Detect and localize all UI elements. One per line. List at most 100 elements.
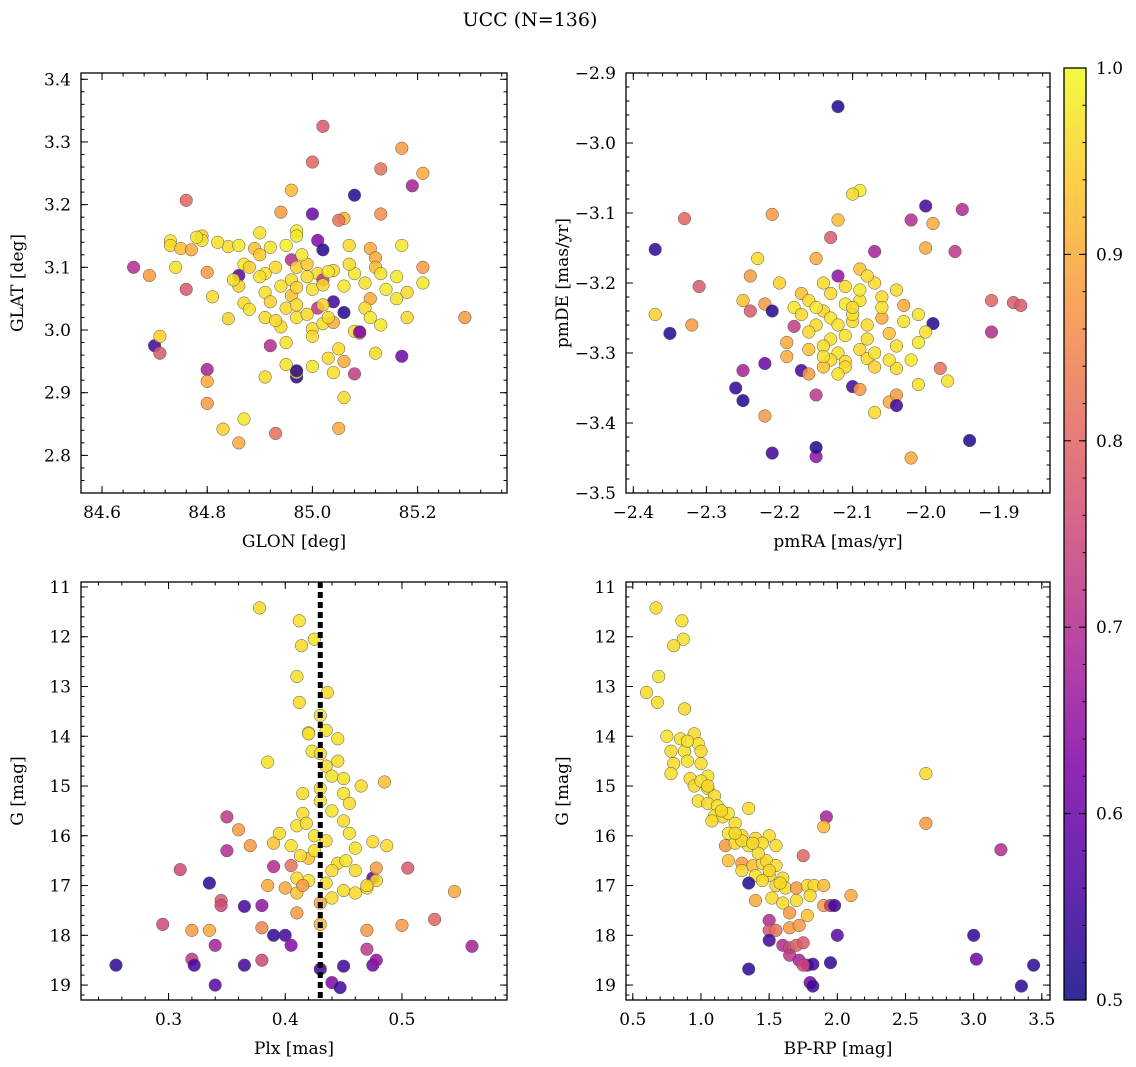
scatter-point	[933, 361, 947, 375]
scatter-point	[347, 188, 362, 202]
y-tick-label: 13	[49, 678, 71, 698]
scatter-point	[694, 757, 708, 771]
scatter-point	[237, 412, 251, 426]
scatter-point	[142, 268, 156, 283]
scatter-point	[639, 685, 654, 700]
y-tick-label: 18	[594, 926, 616, 946]
scatter-point	[400, 310, 414, 325]
scatter-point	[758, 409, 772, 423]
scatter-point	[955, 202, 969, 217]
scatter-point	[369, 861, 383, 875]
scatter-point	[817, 820, 831, 834]
scatter-point	[374, 162, 388, 176]
scatter-point	[258, 370, 272, 384]
scatter-point	[735, 864, 749, 878]
scatter-point	[860, 269, 874, 283]
scatter-point	[299, 816, 313, 830]
scatter-point	[860, 318, 874, 332]
colorbar-tick-label: 0.7	[1096, 618, 1123, 638]
scatter-point	[447, 884, 462, 899]
scatter-point	[202, 876, 216, 890]
scatter-point	[675, 614, 689, 628]
y-tick-label: 3.3	[44, 133, 71, 153]
y-tick-label: 3.2	[44, 196, 71, 216]
scatter-point	[290, 669, 304, 684]
scatter-point	[296, 786, 310, 801]
y-tick-label: 13	[594, 678, 616, 698]
colorbar-tick-label: 0.5	[1096, 991, 1123, 1011]
scatter-point	[1014, 979, 1028, 993]
scatter-point	[796, 936, 810, 950]
scatter-point	[762, 864, 776, 878]
scatter-point	[816, 276, 830, 290]
scatter-point	[342, 796, 356, 810]
x-tick-label: 2.0	[824, 1010, 851, 1030]
scatter-point	[919, 325, 933, 339]
scatter-point	[809, 251, 823, 266]
scatter-point	[173, 863, 187, 877]
scatter-point	[736, 363, 750, 378]
scatter-point	[353, 325, 367, 339]
panel-pmra-pmde: −2.4 −2.3 −2.2 −2.1 −2.0 −1.9 −3.5 −3.4 −3.3 −3.2…	[553, 64, 1051, 552]
scatter-point	[824, 230, 838, 245]
scatter-point	[416, 166, 430, 180]
scatter-point	[783, 906, 797, 920]
scatter-point	[339, 854, 353, 868]
scatter-point	[316, 278, 330, 292]
scatter-point	[214, 898, 228, 913]
x-tick-label: 3.0	[960, 1010, 987, 1030]
scatter-point	[368, 346, 383, 360]
y-tick-label: −3.2	[575, 274, 616, 294]
scatter-point	[758, 356, 772, 371]
scatter-point	[762, 933, 776, 947]
scatter-point	[284, 183, 298, 197]
scatter-point	[242, 302, 256, 316]
x-tick-label: 85.2	[399, 503, 437, 523]
panel-plx-g: 0.3 0.4 0.5 11 12 13 14 15 16 17 18 19 Plx [mas] G [m…	[8, 578, 508, 1059]
scatter-point	[253, 270, 267, 284]
y-axis-label: pmDE [mas/yr]	[553, 218, 573, 348]
scatter-point	[765, 446, 779, 460]
scatter-point	[963, 433, 977, 448]
scatter-point	[967, 928, 981, 942]
y-tick-label: −3.3	[575, 344, 616, 364]
x-tick-label: −2.3	[686, 503, 727, 523]
scatter-point	[216, 422, 230, 436]
x-tick-label: 0.3	[155, 1010, 182, 1030]
scatter-point	[787, 319, 801, 333]
scatter-points	[127, 119, 472, 450]
scatter-point	[332, 421, 346, 435]
scatter-point	[823, 956, 838, 970]
scatter-point	[994, 843, 1008, 857]
scatter-point	[875, 300, 889, 315]
scatter-point	[269, 426, 283, 440]
scatter-point	[904, 353, 918, 367]
scatter-point	[676, 632, 690, 646]
scatter-point	[736, 293, 750, 308]
scatter-point	[802, 342, 816, 357]
y-tick-label: 3.4	[44, 70, 71, 90]
scatter-point	[305, 155, 319, 169]
x-tick-label: 85.0	[293, 503, 331, 523]
scatter-point	[374, 207, 388, 221]
scatter-point	[748, 893, 763, 908]
scatter-point	[648, 242, 662, 256]
scatter-point	[300, 307, 314, 321]
scatter-point	[904, 213, 918, 227]
scatter-point	[911, 335, 925, 350]
scatter-point	[828, 898, 842, 913]
scatter-point	[380, 839, 394, 853]
scatter-point	[882, 353, 896, 367]
scatter-point	[325, 769, 339, 783]
scatter-point	[290, 298, 304, 312]
scatter-point	[342, 257, 356, 271]
scatter-point	[305, 359, 319, 373]
scatter-point	[806, 979, 820, 993]
scatter-points	[648, 100, 1028, 465]
scatter-point	[200, 362, 214, 377]
scatter-point	[830, 928, 844, 942]
scatter-point	[765, 891, 779, 905]
scatter-point	[868, 360, 882, 374]
scatter-point	[838, 279, 852, 294]
axes-frame	[625, 581, 1051, 1001]
